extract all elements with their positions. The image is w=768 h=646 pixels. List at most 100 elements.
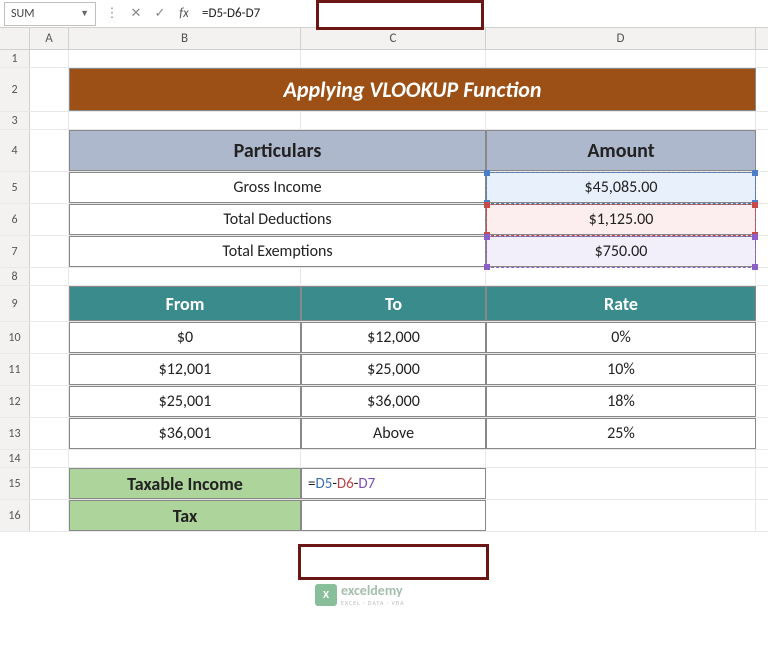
formula-ref-d6: D6 <box>337 475 354 493</box>
title-banner[interactable]: Applying VLOOKUP Function <box>69 68 756 111</box>
row-header[interactable]: 14 <box>0 450 30 467</box>
cell[interactable] <box>69 112 301 129</box>
rate-to[interactable]: $36,000 <box>301 386 486 417</box>
formula-eq: = <box>308 475 315 493</box>
spreadsheet-grid: 1 2 Applying VLOOKUP Function 3 4 Particul… <box>0 50 768 532</box>
particulars-label[interactable]: Total Exemptions <box>69 236 486 267</box>
formula-cell-c15[interactable]: =D5-D6-D7 <box>301 468 486 499</box>
cell[interactable] <box>30 50 69 67</box>
cell[interactable] <box>30 322 69 353</box>
row-header[interactable]: 4 <box>0 130 30 171</box>
row-header[interactable]: 13 <box>0 418 30 449</box>
cell[interactable] <box>30 286 69 321</box>
cancel-icon[interactable]: ✕ <box>124 6 148 21</box>
amount-d6[interactable]: $1,125.00 <box>486 204 756 235</box>
cell[interactable] <box>30 500 69 531</box>
cell[interactable] <box>69 450 301 467</box>
rate-rate[interactable]: 10% <box>486 354 756 385</box>
cell[interactable] <box>486 468 756 499</box>
particulars-label[interactable]: Gross Income <box>69 172 486 203</box>
row-header[interactable]: 2 <box>0 68 30 111</box>
cell[interactable] <box>30 112 69 129</box>
rate-from[interactable]: $12,001 <box>69 354 301 385</box>
row-header[interactable]: 7 <box>0 236 30 267</box>
watermark: X exceldemy EXCEL · DATA · VBA <box>315 582 405 607</box>
cell[interactable] <box>301 112 486 129</box>
row-header[interactable]: 9 <box>0 286 30 321</box>
cell-highlight-c15 <box>298 544 489 580</box>
rate-rate[interactable]: 0% <box>486 322 756 353</box>
row-header[interactable]: 15 <box>0 468 30 499</box>
cell[interactable] <box>301 268 486 285</box>
cell[interactable] <box>486 450 756 467</box>
col-header-D[interactable]: D <box>486 28 756 49</box>
rate-from[interactable]: $36,001 <box>69 418 301 449</box>
cell[interactable] <box>30 386 69 417</box>
formula-text: =D5-D6-D7 <box>202 6 260 21</box>
name-box[interactable]: SUM ▼ <box>4 2 96 26</box>
row-header[interactable]: 10 <box>0 322 30 353</box>
taxable-income-label[interactable]: Taxable Income <box>69 468 301 499</box>
cell[interactable] <box>301 50 486 67</box>
select-all-corner[interactable] <box>0 28 30 49</box>
cell[interactable] <box>30 130 69 171</box>
to-header[interactable]: To <box>301 286 486 321</box>
row-header[interactable]: 12 <box>0 386 30 417</box>
row-header[interactable]: 1 <box>0 50 30 67</box>
cell[interactable] <box>30 268 69 285</box>
rate-to[interactable]: Above <box>301 418 486 449</box>
formula-ref-d7: D7 <box>358 475 375 493</box>
row-header[interactable]: 3 <box>0 112 30 129</box>
watermark-brand: exceldemy <box>341 582 405 599</box>
cell[interactable] <box>30 204 69 235</box>
particulars-label[interactable]: Total Deductions <box>69 204 486 235</box>
particulars-header[interactable]: Particulars <box>69 130 486 171</box>
cell[interactable] <box>486 500 756 531</box>
amount-header[interactable]: Amount <box>486 130 756 171</box>
from-header[interactable]: From <box>69 286 301 321</box>
tax-label[interactable]: Tax <box>69 500 301 531</box>
enter-icon[interactable]: ✓ <box>148 6 172 21</box>
rate-from[interactable]: $0 <box>69 322 301 353</box>
rate-header[interactable]: Rate <box>486 286 756 321</box>
column-headers: A B C D <box>0 28 768 50</box>
cell[interactable] <box>30 354 69 385</box>
cell[interactable] <box>486 268 756 285</box>
cell[interactable] <box>30 236 69 267</box>
cell[interactable] <box>30 68 69 111</box>
formula-bar: SUM ▼ ⋮ ✕ ✓ fx =D5-D6-D7 <box>0 0 768 28</box>
cell[interactable] <box>486 112 756 129</box>
tax-value[interactable] <box>301 500 486 531</box>
row-header[interactable]: 6 <box>0 204 30 235</box>
rate-rate[interactable]: 18% <box>486 386 756 417</box>
row-header[interactable]: 16 <box>0 500 30 531</box>
fx-icon[interactable]: fx <box>172 6 196 21</box>
formula-input[interactable]: =D5-D6-D7 <box>196 2 768 26</box>
name-box-value: SUM <box>11 7 34 21</box>
rate-to[interactable]: $12,000 <box>301 322 486 353</box>
amount-d7[interactable]: $750.00 <box>486 236 756 267</box>
formula-ref-d5: D5 <box>315 475 332 493</box>
cell[interactable] <box>30 418 69 449</box>
cell[interactable] <box>486 50 756 67</box>
col-header-C[interactable]: C <box>301 28 486 49</box>
watermark-sub: EXCEL · DATA · VBA <box>341 599 405 607</box>
cell[interactable] <box>69 268 301 285</box>
col-header-A[interactable]: A <box>30 28 69 49</box>
chevron-down-icon[interactable]: ▼ <box>80 8 89 19</box>
row-header[interactable]: 8 <box>0 268 30 285</box>
row-header[interactable]: 5 <box>0 172 30 203</box>
watermark-logo-icon: X <box>315 584 337 606</box>
cell[interactable] <box>30 468 69 499</box>
rate-from[interactable]: $25,001 <box>69 386 301 417</box>
amount-d5[interactable]: $45,085.00 <box>486 172 756 203</box>
cell[interactable] <box>69 50 301 67</box>
col-header-B[interactable]: B <box>69 28 301 49</box>
rate-rate[interactable]: 25% <box>486 418 756 449</box>
cell[interactable] <box>301 450 486 467</box>
cell[interactable] <box>30 450 69 467</box>
cell[interactable] <box>30 172 69 203</box>
rate-to[interactable]: $25,000 <box>301 354 486 385</box>
row-header[interactable]: 11 <box>0 354 30 385</box>
ellipsis-icon[interactable]: ⋮ <box>100 6 124 21</box>
